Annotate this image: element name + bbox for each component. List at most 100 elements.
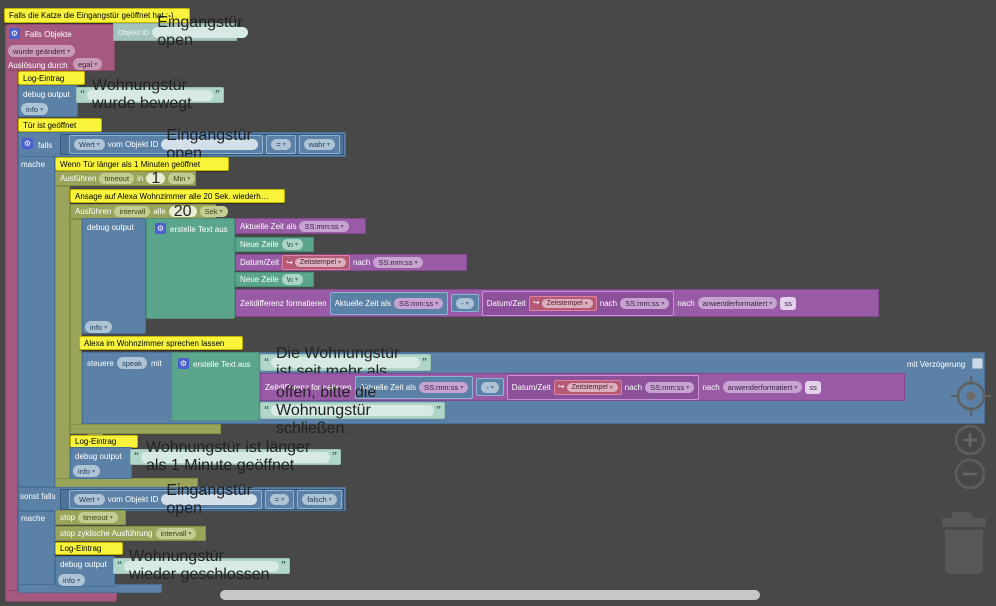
time-diff-format-block[interactable]: Zeitdifferenz formatieren Aktuelle Zeit … xyxy=(260,373,905,401)
timestamp-variable-block[interactable]: ↪ Zeitstempel xyxy=(528,295,597,311)
operator-dropdown[interactable]: - xyxy=(481,381,499,393)
timeout-unit-dropdown[interactable]: Min xyxy=(168,173,196,184)
timeout-name-field[interactable]: timeout xyxy=(99,173,135,184)
timestamp-dropdown[interactable]: Zeitstempel xyxy=(541,298,593,308)
time-format-dropdown[interactable]: SS:mm:ss xyxy=(419,381,469,393)
debug-output-block[interactable]: debug output xyxy=(82,218,146,334)
current-time-block[interactable]: Aktuelle Zeit als SS:mm:ss xyxy=(329,291,449,315)
comment-bubble[interactable]: Ansage auf Alexa Wohnzimmer alle 20 Sek.… xyxy=(70,189,285,203)
comment-bubble[interactable]: Alexa im Wohnzimmer sprechen lassen xyxy=(79,336,243,350)
math-op-block[interactable]: - xyxy=(451,294,479,312)
wert-dropdown[interactable]: Wert xyxy=(74,494,105,505)
comment-bubble[interactable]: Log-Eintrag xyxy=(55,542,123,555)
interval-block-header[interactable]: Ausführen intervall alle 20 Sek xyxy=(70,203,228,220)
interval-name-field[interactable]: intervall xyxy=(114,206,151,217)
timestamp-variable-block[interactable]: ↪ Zeitstempel xyxy=(282,255,351,270)
delay-checkbox[interactable] xyxy=(972,358,983,369)
trash-icon[interactable] xyxy=(942,512,986,574)
operator-dropdown[interactable]: - xyxy=(456,297,474,309)
output-format-dropdown[interactable]: anwenderformatiert xyxy=(722,381,803,393)
bool-dropdown[interactable]: wahr xyxy=(303,139,335,150)
state-id-field[interactable]: speak xyxy=(117,357,148,369)
mutator-gear-icon[interactable]: ⚙ xyxy=(22,138,33,149)
format-pattern-field[interactable]: ss xyxy=(780,296,796,310)
time-diff-format-block[interactable]: Zeitdifferenz formatieren Aktuelle Zeit … xyxy=(235,289,879,317)
comment-bubble[interactable]: Tür ist geöffnet xyxy=(18,118,102,132)
newline-dropdown[interactable]: \n xyxy=(281,274,303,285)
trigger-block-falls-objekte[interactable]: ⚙ Falls Objekte wurde geändert Auslösung… xyxy=(5,24,115,71)
string-field[interactable]: Wohnungstür wurde bewegt xyxy=(87,77,213,112)
create-text-block[interactable]: ⚙ erstelle Text aus xyxy=(146,218,235,319)
create-text-block[interactable]: ⚙ erstelle Text aus xyxy=(171,352,260,421)
zoom-in-icon[interactable] xyxy=(954,424,986,456)
stop-interval-block[interactable]: stop zyklische Ausführung intervall xyxy=(55,526,206,541)
timestamp-dropdown[interactable]: Zeitstempel xyxy=(294,258,347,267)
bool-dropdown[interactable]: falsch xyxy=(302,494,337,505)
string-block[interactable]: “ Wohnungstür wieder geschlossen ” xyxy=(113,548,290,583)
datetime-format-block[interactable]: Datum/Zeit ↪ Zeitstempel nach SS:mm:ss xyxy=(506,374,700,400)
timeout-block-left-wall[interactable] xyxy=(55,186,70,479)
mutator-gear-icon[interactable]: ⚙ xyxy=(9,28,20,39)
stop-name-dropdown[interactable]: timeout xyxy=(78,512,118,523)
string-block[interactable]: “ Wohnungstür ist länger als 1 Minute ge… xyxy=(130,439,341,474)
wert-dropdown[interactable]: Wert xyxy=(74,139,105,150)
current-time-block[interactable]: Aktuelle Zeit als SS:mm:ss xyxy=(235,218,366,234)
bool-value-block[interactable]: falsch xyxy=(297,490,342,509)
get-value-block[interactable]: Wert vom Objekt ID Eingangstür open xyxy=(69,127,264,162)
trigger-filter-dropdown[interactable]: egal xyxy=(73,58,103,70)
time-format-dropdown[interactable]: SS:mm:ss xyxy=(299,220,349,232)
log-level-dropdown[interactable]: info xyxy=(58,574,86,586)
string-field[interactable]: Wohnungstür wieder geschlossen xyxy=(124,548,279,583)
mutator-gear-icon[interactable]: ⚙ xyxy=(178,358,189,369)
change-mode-dropdown[interactable]: wurde geändert xyxy=(8,45,76,57)
interval-block-bottom[interactable] xyxy=(70,424,221,434)
time-format-dropdown[interactable]: SS:mm:ss xyxy=(373,257,423,268)
datetime-format-block[interactable]: Datum/Zeit ↪ Zeitstempel nach SS:mm:ss xyxy=(235,254,467,271)
compare-op-block[interactable]: = xyxy=(264,490,295,509)
get-value-block[interactable]: Wert vom Objekt ID Eingangstür open xyxy=(69,482,262,517)
timeout-value-field[interactable]: 1 xyxy=(146,170,166,187)
timeout-block-header[interactable]: Ausführen timeout in 1 Min xyxy=(55,170,196,187)
stop-name-dropdown[interactable]: intervall xyxy=(155,528,197,539)
log-level-dropdown[interactable]: info xyxy=(21,103,49,115)
objekt-id-field[interactable]: Eingangstür open xyxy=(161,127,259,162)
objekt-id-block[interactable]: Objekt ID Eingangstür open xyxy=(113,14,248,49)
log-level-dropdown[interactable]: info xyxy=(73,465,101,477)
timestamp-variable-block[interactable]: ↪ Zeitstempel xyxy=(553,379,622,395)
comment-bubble[interactable]: Log-Eintrag xyxy=(70,435,138,448)
interval-unit-dropdown[interactable]: Sek xyxy=(199,206,228,217)
math-op-block[interactable]: - xyxy=(476,378,504,396)
time-format-dropdown[interactable]: SS:mm:ss xyxy=(394,297,444,309)
interval-block-left-wall[interactable] xyxy=(70,219,82,425)
current-time-block[interactable]: Aktuelle Zeit als SS:mm:ss xyxy=(354,375,474,399)
comment-bubble[interactable]: Falls die Katze die Eingangstür geöffnet… xyxy=(4,8,190,23)
output-format-dropdown[interactable]: anwenderformatiert xyxy=(697,297,778,309)
log-level-dropdown[interactable]: info xyxy=(85,321,113,333)
compare-op-block[interactable]: = xyxy=(266,135,296,154)
if-block-left-wall[interactable] xyxy=(18,156,55,487)
debug-output-block[interactable]: debug output xyxy=(70,447,132,479)
zoom-reset-crosshair-icon[interactable] xyxy=(951,376,991,416)
string-block[interactable]: “ Die Wohnungstür ist seit mehr als ” xyxy=(260,345,431,380)
string-block[interactable]: “ offen, bitte die Wohnungstür schließen… xyxy=(260,384,445,437)
string-field[interactable]: offen, bitte die Wohnungstür schließen. xyxy=(271,384,434,437)
trigger-block-left-wall[interactable] xyxy=(5,70,18,592)
zoom-out-icon[interactable] xyxy=(954,458,986,490)
newline-block[interactable]: Neue Zeile \n xyxy=(235,237,314,252)
objekt-id-field[interactable]: Eingangstür open xyxy=(161,482,257,517)
timestamp-dropdown[interactable]: Zeitstempel xyxy=(566,382,618,392)
time-format-dropdown[interactable]: SS:mm:ss xyxy=(645,381,695,393)
objekt-id-field[interactable]: Eingangstür open xyxy=(152,14,248,49)
string-field[interactable]: Wohnungstür ist länger als 1 Minute geöf… xyxy=(141,439,330,474)
comment-bubble[interactable]: Log-Eintrag xyxy=(18,71,85,85)
newline-block[interactable]: Neue Zeile \n xyxy=(235,272,314,287)
time-format-dropdown[interactable]: SS:mm:ss xyxy=(620,297,670,309)
string-block[interactable]: “ Wohnungstür wurde bewegt ” xyxy=(76,77,224,112)
comment-bubble[interactable]: Wenn Tür länger als 1 Minuten geöffnet xyxy=(55,157,229,171)
else-condition-socket[interactable]: Wert vom Objekt ID Eingangstür open = fa… xyxy=(60,482,344,517)
stop-timeout-block[interactable]: stop timeout xyxy=(55,510,126,525)
format-pattern-field[interactable]: ss xyxy=(805,380,821,394)
operator-dropdown[interactable]: = xyxy=(269,494,290,505)
string-field[interactable]: Die Wohnungstür ist seit mehr als xyxy=(271,345,420,380)
